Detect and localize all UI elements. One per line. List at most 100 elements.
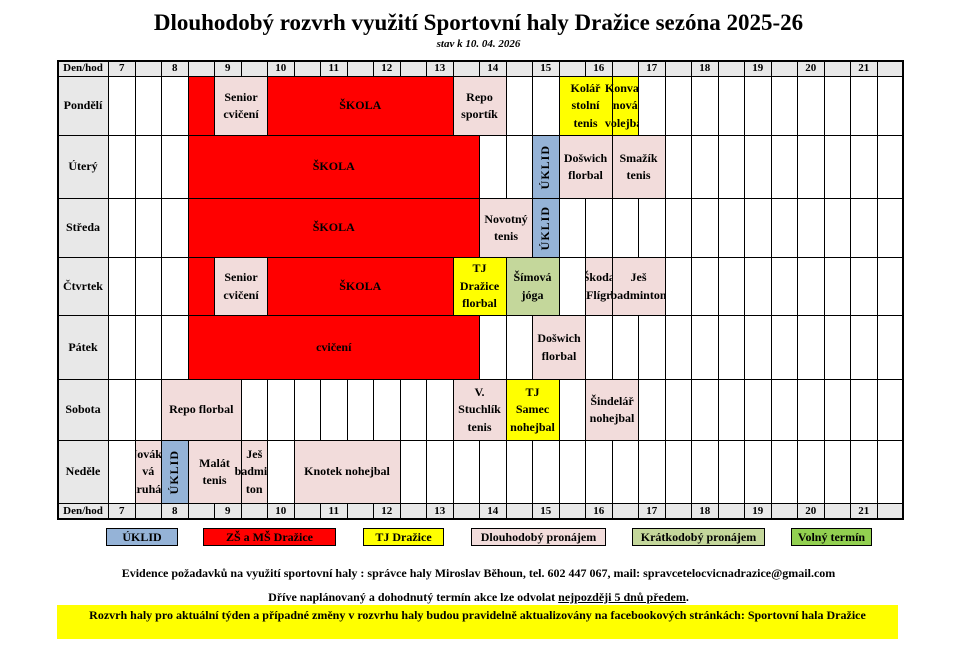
hour-cell: 18: [691, 60, 719, 77]
empty-slot: [134, 135, 162, 199]
hour-cell: [770, 60, 798, 77]
empty-slot: [585, 440, 613, 504]
event-block: ŠKOLA: [187, 198, 480, 258]
hour-cell: 16: [585, 503, 613, 520]
empty-slot: [267, 379, 295, 441]
event-block: TJ Dražice florbal: [452, 257, 507, 316]
event-label: ÚKLID: [538, 144, 553, 190]
hour-cell: [770, 503, 798, 520]
empty-slot: [664, 76, 692, 136]
empty-slot: [717, 440, 745, 504]
hour-cell: 17: [638, 503, 666, 520]
empty-slot: [691, 379, 719, 441]
empty-slot: [638, 198, 666, 258]
legend-item: Krátkodobý pronájem: [632, 528, 765, 546]
empty-slot: [611, 315, 639, 380]
event-block: Senior cvičení: [214, 76, 268, 136]
hour-cell: [134, 60, 162, 77]
hour-cell: 10: [267, 503, 295, 520]
empty-slot: [850, 257, 878, 316]
day-label: Středa: [57, 198, 109, 258]
empty-slot: [770, 379, 798, 441]
event-block: cvičení: [187, 315, 480, 380]
empty-slot: [558, 379, 586, 441]
hour-cell: [134, 503, 162, 520]
empty-slot: [611, 440, 639, 504]
empty-slot: [479, 315, 507, 380]
empty-slot: [240, 379, 268, 441]
empty-slot: [823, 135, 851, 199]
hour-cell: 7: [108, 503, 136, 520]
cancel-note-text: Dříve naplánovaný a dohodnutý termín akc…: [268, 590, 559, 604]
empty-slot: [399, 379, 427, 441]
empty-slot: [876, 135, 904, 199]
empty-slot: [293, 379, 321, 441]
empty-slot: [452, 440, 480, 504]
hour-cell: [876, 503, 904, 520]
event-block: TJ Samec nohejbal: [505, 379, 560, 441]
event-block: ÚKLID: [532, 135, 560, 199]
legend-item: TJ Dražice: [363, 528, 444, 546]
empty-slot: [744, 257, 772, 316]
empty-slot: [744, 379, 772, 441]
hour-cell: 20: [797, 60, 825, 77]
empty-slot: [611, 198, 639, 258]
empty-slot: [505, 315, 533, 380]
hour-cell: 8: [161, 60, 189, 77]
empty-slot: [717, 198, 745, 258]
empty-slot: [320, 379, 348, 441]
hour-cell: 19: [744, 503, 772, 520]
empty-slot: [585, 315, 613, 380]
empty-slot: [664, 315, 692, 380]
hour-cell: 16: [585, 60, 613, 77]
empty-slot: [850, 76, 878, 136]
empty-slot: [108, 76, 136, 136]
empty-slot: [823, 198, 851, 258]
empty-slot: [744, 198, 772, 258]
hour-cell: [452, 60, 480, 77]
hour-cell: 8: [161, 503, 189, 520]
empty-slot: [505, 440, 533, 504]
hour-cell: 19: [744, 60, 772, 77]
empty-slot: [134, 198, 162, 258]
event-block: Škoda Flígr: [583, 257, 615, 316]
empty-slot: [558, 198, 586, 258]
empty-slot: [134, 76, 162, 136]
event-block: ŠKOLA: [187, 135, 480, 199]
empty-slot: [134, 315, 162, 380]
event-block: ŠKOLA: [267, 257, 454, 316]
event-block: Ješ badmin ton: [235, 440, 274, 504]
empty-slot: [161, 257, 189, 316]
empty-slot: [823, 315, 851, 380]
event-block: Repo florbal: [161, 379, 242, 441]
event-block: Knotek nohejbal: [293, 440, 401, 504]
legend-item: Volný termín: [791, 528, 872, 546]
hour-cell: 21: [850, 503, 878, 520]
empty-slot: [850, 135, 878, 199]
hour-cell: 12: [373, 60, 401, 77]
hour-cell: [505, 60, 533, 77]
empty-slot: [717, 315, 745, 380]
cancel-deadline: nejpozději 5 dnů předem: [558, 590, 686, 604]
hour-cell: 10: [267, 60, 295, 77]
empty-slot: [744, 315, 772, 380]
hour-cell: [823, 60, 851, 77]
hour-cell: [717, 60, 745, 77]
empty-slot: [532, 440, 560, 504]
empty-slot: [664, 440, 692, 504]
empty-slot: [664, 198, 692, 258]
empty-slot: [505, 135, 533, 199]
empty-slot: [797, 379, 825, 441]
empty-slot: [797, 135, 825, 199]
hour-cell: [240, 503, 268, 520]
empty-slot: [691, 315, 719, 380]
empty-slot: [664, 135, 692, 199]
empty-slot: [797, 257, 825, 316]
event-block: V. Stuchlík tenis: [452, 379, 507, 441]
hour-cell: [611, 503, 639, 520]
hour-cell: [187, 60, 215, 77]
header-label: Den/hod: [57, 60, 109, 77]
legend-item: ZŠ a MŠ Dražice: [203, 528, 336, 546]
empty-slot: [558, 257, 586, 316]
empty-slot: [717, 379, 745, 441]
